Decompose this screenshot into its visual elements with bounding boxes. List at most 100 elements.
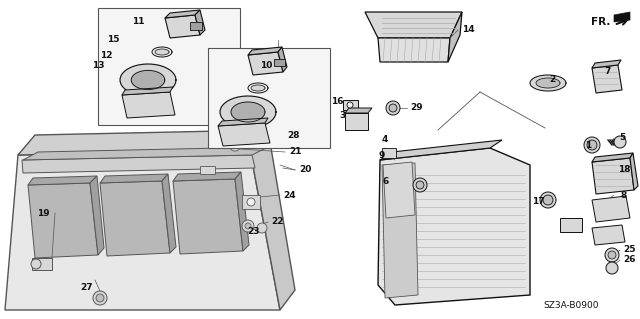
Polygon shape xyxy=(100,181,170,256)
Circle shape xyxy=(31,259,41,269)
Polygon shape xyxy=(23,147,268,160)
Circle shape xyxy=(413,178,427,192)
Text: FR.: FR. xyxy=(591,17,610,27)
Polygon shape xyxy=(165,10,200,18)
Text: 29: 29 xyxy=(411,103,423,113)
Text: 2: 2 xyxy=(549,76,555,85)
Text: 6: 6 xyxy=(383,177,389,187)
Text: 24: 24 xyxy=(284,190,296,199)
Polygon shape xyxy=(165,15,200,38)
Polygon shape xyxy=(195,10,205,35)
Polygon shape xyxy=(122,92,175,118)
Polygon shape xyxy=(231,102,265,122)
Polygon shape xyxy=(120,64,176,96)
Text: 7: 7 xyxy=(605,68,611,77)
Text: 16: 16 xyxy=(331,97,343,106)
Bar xyxy=(274,59,285,66)
Bar xyxy=(560,218,582,232)
Bar xyxy=(382,148,396,158)
Circle shape xyxy=(389,104,397,112)
Polygon shape xyxy=(383,162,415,218)
Polygon shape xyxy=(98,8,240,125)
Polygon shape xyxy=(536,78,560,88)
Polygon shape xyxy=(592,153,633,162)
Circle shape xyxy=(257,223,267,233)
Text: 28: 28 xyxy=(287,130,300,139)
Polygon shape xyxy=(630,153,638,190)
Circle shape xyxy=(242,220,254,232)
Polygon shape xyxy=(208,48,330,148)
Circle shape xyxy=(96,294,104,302)
Circle shape xyxy=(540,192,556,208)
Polygon shape xyxy=(28,183,98,258)
Polygon shape xyxy=(22,155,255,173)
Circle shape xyxy=(93,291,107,305)
Text: 9: 9 xyxy=(379,151,385,160)
Polygon shape xyxy=(28,176,97,185)
Polygon shape xyxy=(345,108,372,113)
Polygon shape xyxy=(614,12,630,22)
Text: 23: 23 xyxy=(247,227,259,236)
Text: 15: 15 xyxy=(107,35,119,44)
Circle shape xyxy=(245,223,251,229)
Text: 18: 18 xyxy=(618,166,630,174)
Polygon shape xyxy=(218,118,268,126)
Polygon shape xyxy=(235,172,249,251)
Polygon shape xyxy=(220,96,276,128)
Polygon shape xyxy=(155,49,169,55)
Circle shape xyxy=(608,251,616,259)
Polygon shape xyxy=(592,225,625,245)
Circle shape xyxy=(247,198,255,206)
Text: SZ3A-B0900: SZ3A-B0900 xyxy=(543,301,598,310)
Text: 11: 11 xyxy=(132,18,144,26)
Circle shape xyxy=(606,262,618,274)
Polygon shape xyxy=(592,60,621,68)
Text: 26: 26 xyxy=(624,256,636,264)
Circle shape xyxy=(543,195,553,205)
Bar xyxy=(343,100,358,110)
Bar xyxy=(242,195,260,209)
Circle shape xyxy=(605,248,619,262)
Text: 25: 25 xyxy=(624,246,636,255)
Polygon shape xyxy=(173,179,243,254)
Circle shape xyxy=(347,102,353,108)
Bar xyxy=(200,166,215,174)
Text: 27: 27 xyxy=(81,284,93,293)
Polygon shape xyxy=(278,47,287,72)
Text: 22: 22 xyxy=(272,218,284,226)
Text: 21: 21 xyxy=(289,147,301,157)
Bar xyxy=(190,22,202,30)
Polygon shape xyxy=(448,12,462,62)
Text: 4: 4 xyxy=(382,136,388,145)
Polygon shape xyxy=(530,75,566,91)
Polygon shape xyxy=(218,123,270,146)
Polygon shape xyxy=(592,158,634,194)
Polygon shape xyxy=(345,113,368,130)
Polygon shape xyxy=(378,38,450,62)
Polygon shape xyxy=(18,130,268,155)
Polygon shape xyxy=(592,196,630,222)
Text: 8: 8 xyxy=(621,190,627,199)
Polygon shape xyxy=(131,70,165,90)
Polygon shape xyxy=(173,172,241,181)
Circle shape xyxy=(587,140,597,150)
Circle shape xyxy=(614,136,626,148)
Polygon shape xyxy=(365,12,462,38)
Text: 3: 3 xyxy=(339,110,345,120)
Polygon shape xyxy=(5,150,280,310)
Polygon shape xyxy=(378,148,530,305)
Polygon shape xyxy=(251,85,265,91)
Text: 10: 10 xyxy=(260,61,272,70)
Polygon shape xyxy=(90,176,104,255)
Text: 12: 12 xyxy=(100,50,112,60)
Text: 19: 19 xyxy=(36,209,49,218)
Circle shape xyxy=(416,181,424,189)
Polygon shape xyxy=(100,174,168,183)
Text: 13: 13 xyxy=(92,61,104,70)
Text: 20: 20 xyxy=(299,166,311,174)
Polygon shape xyxy=(592,65,622,93)
Text: 17: 17 xyxy=(532,197,544,206)
Text: 5: 5 xyxy=(619,133,625,143)
Text: 14: 14 xyxy=(461,26,474,34)
Circle shape xyxy=(386,101,400,115)
